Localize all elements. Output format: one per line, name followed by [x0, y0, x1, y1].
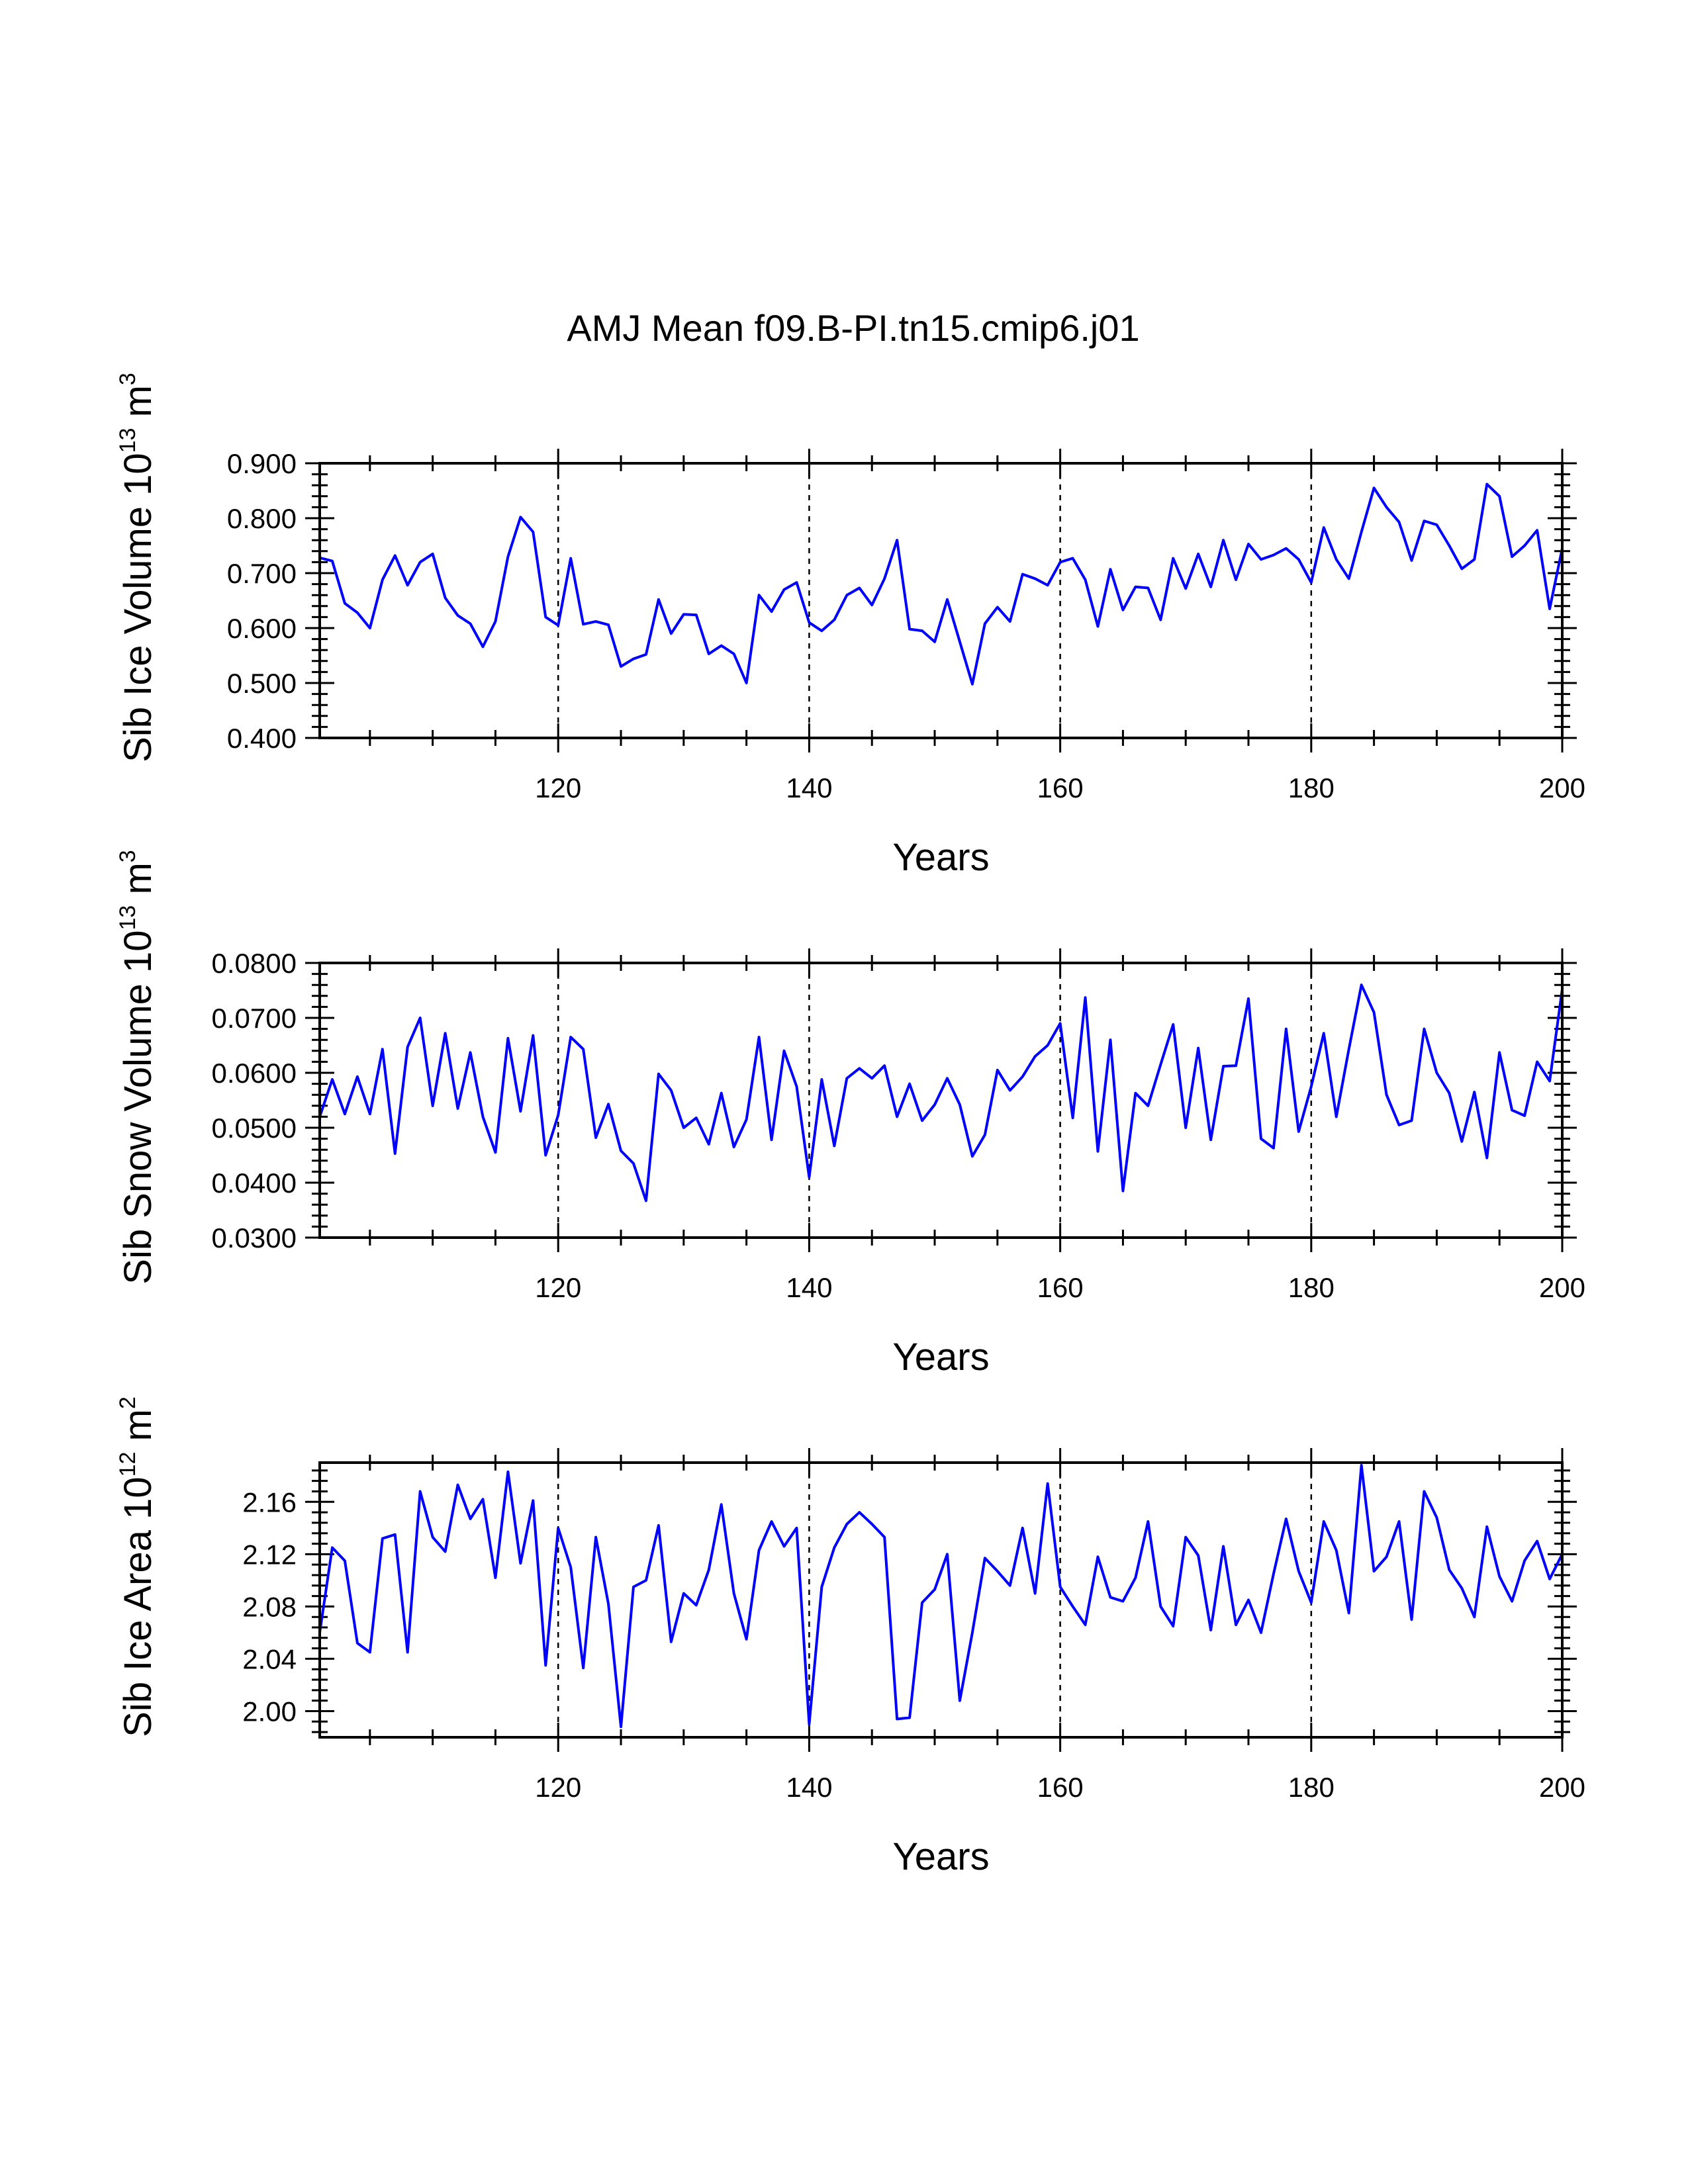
panel-3-x-tick-label-160: 160 [1037, 1772, 1084, 1803]
panel-3-frame [318, 1461, 1564, 1739]
panel-2-x-tick-label-160: 160 [1037, 1272, 1084, 1303]
panel-3-series-line [318, 1463, 1564, 1729]
panel-1-frame [318, 462, 1564, 739]
panel-3-x-axis-title: Years [892, 1835, 989, 1878]
panel-1-x-tick-label-140: 140 [786, 772, 832, 803]
panel-3-x-tick-label-140: 140 [786, 1772, 832, 1803]
panel-1-y-tick-label-2: 0.600 [227, 613, 297, 644]
panel-1-y-tick-label-0: 0.400 [227, 723, 297, 754]
panel-3-y-tick-label-4: 2.16 [242, 1486, 297, 1518]
panel-2-x-tick-label-180: 180 [1288, 1272, 1335, 1303]
panel-2-y-tick-label-3: 0.0600 [212, 1058, 297, 1089]
panel-2-x-tick-label-140: 140 [786, 1272, 832, 1303]
panel-2-series-line [318, 983, 1564, 1203]
panel-3-y-axis-title: Sib Ice Area 1012 m2 [115, 1396, 160, 1737]
figure-title: AMJ Mean f09.B-PI.tn15.cmip6.j01 [567, 307, 1139, 349]
panel-1-series-line [319, 482, 1564, 686]
panel-2-y-tick-label-0: 0.0300 [212, 1222, 297, 1253]
panel-1-y-axis-title: Sib Ice Volume 1013 m3 [115, 373, 160, 762]
panel-1-y-tick-label-5: 0.900 [227, 448, 297, 479]
panel-2-y-tick-label-5: 0.0800 [212, 948, 297, 979]
panel-3-x-tick-label-180: 180 [1288, 1772, 1335, 1803]
panel-1-x-tick-label-200: 200 [1539, 772, 1585, 803]
panel-1-x-tick-label-180: 180 [1288, 772, 1335, 803]
panel-2-y-tick-label-1: 0.0400 [212, 1167, 297, 1199]
panel-1-x-axis-title: Years [892, 836, 989, 879]
panel-2-x-tick-label-200: 200 [1539, 1272, 1585, 1303]
panel-2-y-axis-title: Sib Snow Volume 1013 m3 [115, 850, 160, 1284]
panel-3-y-tick-label-3: 2.12 [242, 1539, 297, 1570]
panel-2-frame [318, 962, 1564, 1239]
panel-2-y-tick-label-4: 0.0700 [212, 1003, 297, 1034]
panel-2-y-tick-label-2: 0.0500 [212, 1113, 297, 1144]
panel-3-y-tick-label-1: 2.04 [242, 1643, 297, 1674]
panel-3-y-tick-label-2: 2.08 [242, 1591, 297, 1622]
panel-1-y-tick-label-4: 0.800 [227, 503, 297, 534]
panel-2-x-axis-title: Years [892, 1336, 989, 1379]
panel-1-y-tick-label-3: 0.700 [227, 558, 297, 589]
panel-3-x-tick-label-200: 200 [1539, 1772, 1585, 1803]
panel-1-x-tick-label-160: 160 [1037, 772, 1084, 803]
panel-3-y-tick-label-0: 2.00 [242, 1696, 297, 1727]
panel-2-x-tick-label-120: 120 [535, 1272, 581, 1303]
panel-3-x-tick-label-120: 120 [535, 1772, 581, 1803]
panel-1-x-tick-label-120: 120 [535, 772, 581, 803]
panel-1-y-tick-label-1: 0.500 [227, 668, 297, 699]
